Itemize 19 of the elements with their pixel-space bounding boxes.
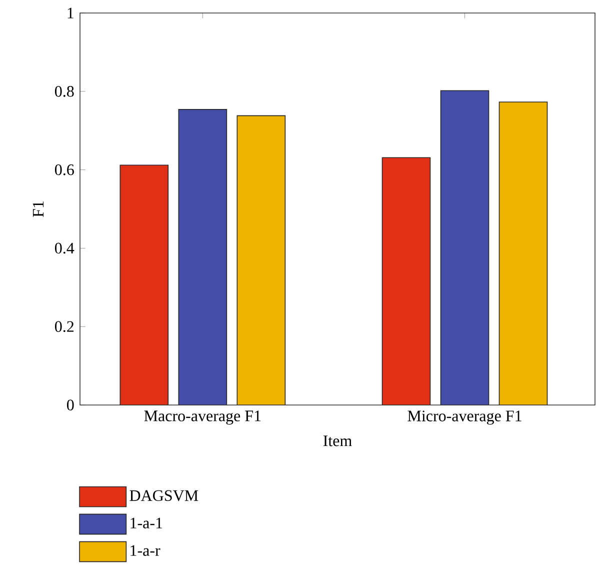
legend-label: 1-a-r — [130, 545, 160, 556]
y-axis-title: F1 — [32, 202, 44, 217]
x-tick-label: Macro-average F1 — [144, 410, 261, 425]
bar — [236, 115, 286, 405]
y-tick-label: 0.4 — [55, 242, 74, 254]
bar — [382, 157, 431, 405]
bar — [178, 109, 228, 405]
y-tick-label: 1 — [68, 8, 74, 18]
x-axis-title: Item — [323, 436, 352, 446]
y-tick-label: 0.2 — [55, 321, 74, 332]
legend-label: 1-a-1 — [130, 518, 162, 528]
y-tick-label: 0 — [67, 400, 74, 410]
bar — [120, 164, 169, 405]
bar — [498, 102, 548, 405]
legend-label: DAGSVM — [130, 490, 198, 502]
y-tick-label: 0.6 — [55, 164, 74, 176]
x-tick-label: Micro-average F1 — [408, 410, 522, 425]
y-tick-label: 0.8 — [55, 86, 74, 97]
bar — [440, 90, 490, 405]
